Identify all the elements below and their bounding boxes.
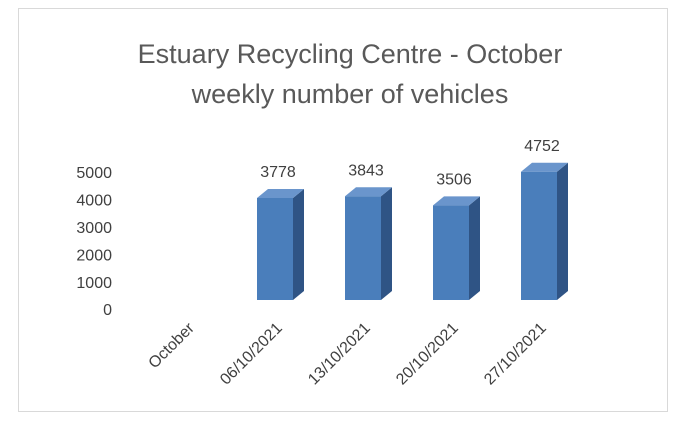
- bar-front: [521, 171, 557, 300]
- y-tick-label: 0: [103, 302, 112, 319]
- bar-side: [293, 188, 304, 300]
- bar-side: [557, 162, 568, 300]
- y-tick-label: 3000: [76, 220, 112, 237]
- data-label: 3506: [436, 172, 472, 189]
- bar: [521, 162, 568, 300]
- x-tick-label: 20/10/2021: [393, 320, 462, 389]
- data-label: 3843: [348, 162, 384, 179]
- x-tick-label: 13/10/2021: [305, 320, 374, 389]
- chart-title: Estuary Recycling Centre - October weekl…: [137, 39, 563, 109]
- bar-side: [381, 187, 392, 300]
- y-tick-label: 4000: [76, 193, 112, 210]
- bar: [345, 187, 392, 300]
- bar-front: [345, 196, 381, 300]
- x-tick-label: 06/10/2021: [217, 320, 286, 389]
- y-tick-label: 5000: [76, 165, 112, 182]
- bar-side: [469, 196, 480, 300]
- bar-front: [433, 205, 469, 300]
- x-tick-label: October: [146, 319, 199, 372]
- x-tick-label: 27/10/2021: [481, 320, 550, 389]
- bar-top: [521, 162, 568, 172]
- bar-top: [257, 188, 304, 198]
- data-label: 4752: [524, 138, 560, 155]
- data-label: 3778: [260, 164, 296, 181]
- bar-front: [257, 197, 293, 300]
- bar-top: [433, 196, 480, 206]
- y-tick-label: 2000: [76, 247, 112, 264]
- bar: [257, 188, 304, 300]
- bar: [433, 196, 480, 300]
- chart-frame: [18, 8, 668, 412]
- y-tick-label: 1000: [76, 275, 112, 292]
- bar-top: [345, 187, 392, 197]
